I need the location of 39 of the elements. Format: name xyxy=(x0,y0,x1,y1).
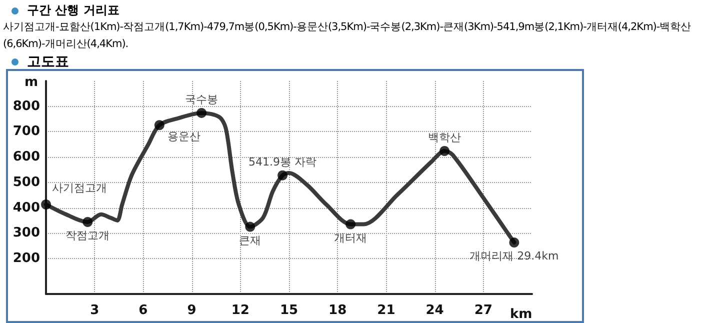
annotation: 사기점고개 xyxy=(52,181,107,194)
annotation: 백학산 xyxy=(428,130,462,144)
point xyxy=(278,170,288,180)
y-tick-label: 200 xyxy=(12,251,40,266)
y-tick-label: 500 xyxy=(12,174,40,190)
x-tick-label: 6 xyxy=(138,303,148,318)
y-tick-label: 400 xyxy=(12,200,40,216)
text: 고도표 xyxy=(27,53,69,71)
annotation: 541.9봉 자락 xyxy=(248,155,317,168)
x-tick-label: 18 xyxy=(328,303,347,318)
annotation: 큰재 xyxy=(239,234,262,247)
annotation: 국수봉 xyxy=(185,92,218,106)
point xyxy=(509,238,520,248)
y-tick-label: 700 xyxy=(12,124,40,140)
x-tick-label: 27 xyxy=(474,303,492,318)
y-axis-title: m xyxy=(24,75,38,90)
x-tick-label: 12 xyxy=(231,303,250,318)
x-tick-label: 9 xyxy=(187,303,196,318)
point xyxy=(41,199,51,210)
y-tick-label: 300 xyxy=(12,226,40,241)
x-axis-title: km xyxy=(510,307,532,322)
annotation: 개터재 xyxy=(334,231,368,244)
annotation: 개머리재 29.4km xyxy=(470,250,559,263)
y-tick-label: 800 xyxy=(12,98,40,114)
point xyxy=(154,120,164,130)
point xyxy=(346,219,356,230)
annotation: 작점고개 xyxy=(66,228,110,242)
point xyxy=(440,146,450,156)
annotation: 용운산 xyxy=(167,130,200,144)
point xyxy=(245,222,256,232)
x-tick-label: 3 xyxy=(90,303,100,318)
chart-subtitle: 사기점고개-묘함산(1Km)-작점고개(1,7Km)-479,7m봉(0,5Km)-용문산(3,5Km)-국수봉(2,3Km)-큰재(3Km)-541,9m봉(2,1Km)-개터재(4,2Km)-백학산(6,6Km)-개머리산(4,4Km). xyxy=(3,20,692,52)
x-tick-label: 21 xyxy=(377,303,396,318)
point xyxy=(82,216,93,227)
chart-title: 구간 산행 거리표 xyxy=(27,2,120,19)
x-tick-label: 15 xyxy=(280,303,298,318)
y-tick-label: 600 xyxy=(12,150,40,165)
point xyxy=(196,108,207,118)
x-tick-label: 24 xyxy=(426,303,444,318)
